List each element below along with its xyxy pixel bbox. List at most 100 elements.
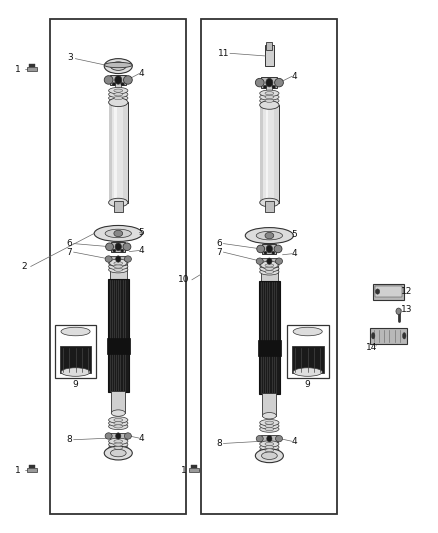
Bar [114,201,123,212]
Ellipse shape [260,447,279,454]
Bar [123,102,128,203]
Ellipse shape [114,262,123,265]
Ellipse shape [263,85,267,88]
Bar [27,67,37,71]
Bar [110,263,127,279]
Ellipse shape [371,333,375,339]
Ellipse shape [262,413,276,419]
Bar [261,265,278,281]
Bar [55,325,96,378]
Ellipse shape [265,442,274,446]
Text: 5: 5 [138,228,145,237]
Ellipse shape [245,228,293,244]
Ellipse shape [260,94,279,100]
Ellipse shape [272,85,276,88]
Ellipse shape [109,263,128,270]
Bar [260,105,263,203]
Bar [265,201,274,212]
Ellipse shape [120,249,124,252]
Text: 4: 4 [139,69,144,78]
Ellipse shape [61,368,90,376]
Ellipse shape [109,260,128,266]
Text: 4: 4 [292,437,297,446]
Bar [261,258,278,264]
Ellipse shape [266,245,272,253]
Text: 1: 1 [181,466,187,474]
Ellipse shape [109,98,128,107]
Bar [114,102,117,203]
Ellipse shape [114,422,123,425]
Ellipse shape [105,256,112,262]
Ellipse shape [112,83,116,86]
Ellipse shape [124,433,131,439]
Ellipse shape [256,435,263,442]
Ellipse shape [114,443,123,446]
Ellipse shape [260,441,279,447]
Bar [108,279,129,392]
Ellipse shape [110,259,127,266]
Ellipse shape [109,87,128,94]
Text: 7: 7 [66,248,72,256]
Ellipse shape [267,435,272,442]
Ellipse shape [260,90,279,96]
Ellipse shape [260,423,279,429]
Ellipse shape [255,78,264,87]
Ellipse shape [104,76,113,84]
Ellipse shape [106,243,113,251]
Bar [110,75,126,85]
Ellipse shape [115,243,121,251]
Ellipse shape [375,289,380,294]
Bar [260,105,279,203]
Ellipse shape [114,446,123,449]
Bar [262,244,276,254]
Bar [265,105,268,203]
Ellipse shape [257,245,265,253]
Ellipse shape [255,449,283,463]
Text: 4: 4 [292,72,297,80]
Ellipse shape [116,256,121,262]
Bar [29,64,35,67]
Ellipse shape [115,76,122,84]
Bar [261,77,277,88]
Bar [274,105,279,203]
Ellipse shape [105,433,112,439]
Ellipse shape [265,92,274,95]
Ellipse shape [266,78,273,87]
Ellipse shape [114,96,123,100]
Text: 8: 8 [66,435,72,444]
Ellipse shape [124,76,132,84]
Bar [189,468,199,472]
Bar [373,284,404,300]
Ellipse shape [109,95,128,101]
Ellipse shape [267,258,272,264]
Ellipse shape [104,62,132,68]
Bar [110,433,127,439]
Bar [50,19,186,514]
Ellipse shape [256,258,263,264]
Text: 2: 2 [21,262,27,271]
Ellipse shape [276,258,283,264]
Ellipse shape [260,265,279,272]
Bar [111,391,125,413]
Text: 6: 6 [216,239,222,248]
Ellipse shape [114,268,123,271]
Ellipse shape [274,245,282,253]
Ellipse shape [114,265,123,268]
Ellipse shape [109,445,128,451]
Ellipse shape [403,333,406,339]
Text: 11: 11 [218,49,229,58]
Ellipse shape [121,83,124,86]
Bar [375,286,402,297]
Ellipse shape [109,423,128,430]
Bar [109,102,112,203]
Ellipse shape [114,230,123,237]
Bar [109,102,128,203]
Bar [60,346,92,373]
Ellipse shape [260,444,279,450]
Ellipse shape [265,95,274,99]
Ellipse shape [293,368,322,376]
Ellipse shape [109,266,128,273]
Ellipse shape [265,264,274,267]
Bar [262,393,276,416]
Ellipse shape [61,327,90,336]
